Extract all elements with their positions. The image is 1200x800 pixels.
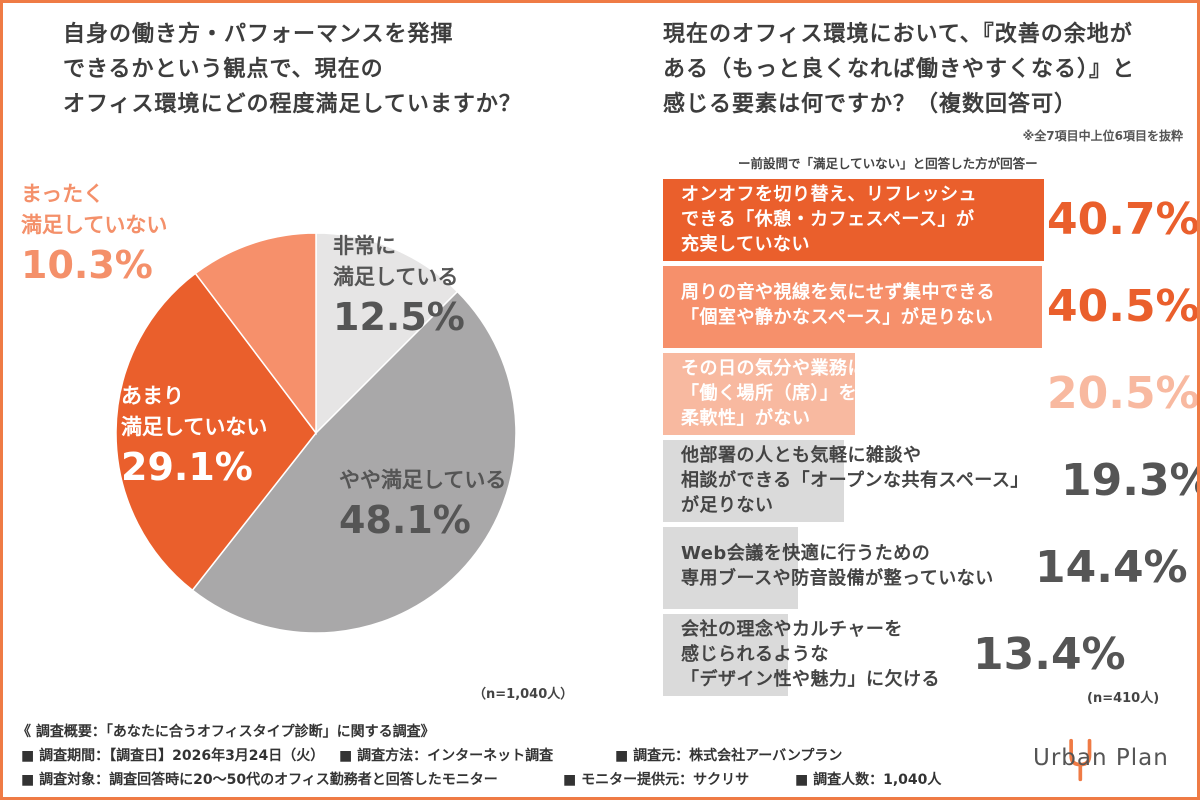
bar-value-label: 40.5% xyxy=(1047,281,1200,332)
pie-label-text: 非常に xyxy=(333,234,396,258)
bar xyxy=(663,614,789,696)
bar-label: オンオフを切り替え、リフレッシュ できる「休憩・カフェスペース」が 充実していない xyxy=(681,182,1041,257)
q1-title-line: 自身の働き方・パフォーマンスを発揮 xyxy=(63,22,454,47)
bar xyxy=(663,353,855,435)
bar-label-line: 会社の理念やカルチャーを xyxy=(681,619,903,640)
pie-label-text: 満足していない xyxy=(21,213,168,237)
bar-label: 他部署の人とも気軽に雑談や相談ができる「オープンな共有スペース」 が足りない xyxy=(681,443,1041,518)
bar-label-line: その日の気分や業務に合わせて xyxy=(681,358,940,379)
bar-label: 会社の理念やカルチャーを 感じられるような「デザイン性や魅力」に欠ける xyxy=(681,617,1041,692)
q2-title-line: ある（もっと良くなれば働きやすくなる）』と xyxy=(663,57,1136,82)
bar xyxy=(663,179,1044,261)
survey-count: ■ 調査人数：1,040人 xyxy=(795,772,942,788)
bar xyxy=(663,527,798,609)
pie-slice-3 xyxy=(194,232,317,436)
bar-label-line: 専用ブースや防音設備が整っていない xyxy=(681,568,994,589)
q1-title: 自身の働き方・パフォーマンスを発揮 できるかという観点で、現在の オフィス環境に… xyxy=(63,17,583,122)
pie-label-somewhat-satisfied: やや満足している 48.1% xyxy=(339,465,506,544)
bar-row: 周りの音や視線を気にせず集中できる 「個室や静かなスペース」が足りない 40.5% xyxy=(663,266,1197,348)
survey-monitor-provider: ■ モニター提供元：サクリサ xyxy=(563,772,750,788)
pie-label-not-satisfied-at-all: まったく 満足していない 10.3% xyxy=(21,179,167,289)
survey-overview-title: 《 調査概要：「あなたに合うオフィスタイプ診断」に関する調査》 xyxy=(17,724,435,740)
urban-plan-logo-icon xyxy=(1069,738,1092,782)
bar xyxy=(663,440,844,522)
bar-label-line: 他部署の人とも気軽に雑談や xyxy=(681,445,922,466)
bar-chart-subnote: ー前設問で「満足していない」と回答した方が回答ー xyxy=(738,156,1038,171)
pie-label-text: やや満足している xyxy=(339,468,507,492)
survey-target: ■ 調査対象：調査回答時に20〜50代のオフィス勤務者と回答したモニター xyxy=(21,772,498,788)
bar-value-label: 20.5% xyxy=(1047,368,1200,419)
pie-label-value: 48.1% xyxy=(339,498,471,542)
q2-title-line: 感じる要素は何ですか？（複数回答可） xyxy=(663,92,1078,117)
bar-value-label: 14.4% xyxy=(1035,542,1188,593)
bar-row: Web会議を快適に行うための 専用ブースや防音設備が整っていない 14.4% xyxy=(663,527,1188,609)
pie-label-not-very-satisfied: あまり 満足していない 29.1% xyxy=(121,381,267,491)
logo-text: Urban Plan xyxy=(1033,745,1169,771)
bar-label-line: 柔軟性」がない xyxy=(681,408,811,429)
bar-value-label: 40.7% xyxy=(1047,194,1200,245)
survey-method: ■ 調査方法：インターネット調査 xyxy=(339,748,554,764)
bar-label-line: が足りない xyxy=(681,495,774,516)
bar-label-line: 「働く場所（席）」を自由に選べる xyxy=(681,383,968,404)
pie-label-text: 満足している xyxy=(333,265,459,289)
bar-value-label: 13.4% xyxy=(973,629,1126,680)
pie-slice-1 xyxy=(191,290,517,634)
pie-chart xyxy=(115,232,517,634)
bar-label-line: できる「休憩・カフェスペース」が xyxy=(681,209,975,230)
bar-label: Web会議を快適に行うための専用ブースや防音設備が整っていない xyxy=(681,541,1041,591)
bar-row: オンオフを切り替え、リフレッシュ できる「休憩・カフェスペース」が 充実していない 4… xyxy=(663,179,1197,261)
pie-label-text: まったく xyxy=(21,182,105,206)
pie-label-text: 満足していない xyxy=(121,415,268,439)
bar-label-line: 「個室や静かなスペース」が足りない xyxy=(681,307,994,328)
q2-title: 現在のオフィス環境において、『改善の余地が ある（もっと良くなれば働きやすくなる… xyxy=(663,17,1183,122)
bar-row: 会社の理念やカルチャーを 感じられるような 「デザイン性や魅力」に欠ける 13.4% xyxy=(663,614,1183,696)
bar-row: その日の気分や業務に合わせて 「働く場所（席）」を自由に選べる 柔軟性」がない 20.… xyxy=(663,353,1197,435)
pie-slice-0 xyxy=(315,232,459,435)
pie-label-very-satisfied: 非常に 満足している 12.5% xyxy=(333,231,465,341)
bar-label-line: 相談ができる「オープンな共有スペース」 xyxy=(681,470,1029,491)
pie-sample-size: （n=1,040人） xyxy=(473,687,574,702)
q1-title-line: オフィス環境にどの程度満足していますか？ xyxy=(63,92,522,117)
bar-label-line: 充実していない xyxy=(681,234,810,255)
bar-label: その日の気分や業務に合わせて「働く場所（席）」を自由に選べる 柔軟性」がない xyxy=(681,356,1041,431)
pie-label-value: 12.5% xyxy=(333,295,465,339)
bar-row: 他部署の人とも気軽に雑談や相談ができる「オープンな共有スペース」 が足りない 19.… xyxy=(663,440,1197,522)
q1-title-line: できるかという観点で、現在の xyxy=(63,57,384,82)
bar-chart-note: ※全7項目中上位6項目を抜粋 xyxy=(1022,129,1183,143)
bar-label-line: 感じられるような xyxy=(681,644,829,665)
bar-value-label: 19.3% xyxy=(1061,455,1200,506)
q2-title-line: 現在のオフィス環境において、『改善の余地が xyxy=(663,22,1133,47)
survey-source: ■ 調査元：株式会社アーバンプラン xyxy=(615,748,843,764)
survey-period: ■ 調査期間：【調査日】2026年3月24日（火） xyxy=(21,748,325,764)
bar-label-line: 「デザイン性や魅力」に欠ける xyxy=(681,669,940,690)
pie-slice-2 xyxy=(115,272,317,592)
pie-label-value: 29.1% xyxy=(121,445,253,489)
pie-label-value: 10.3% xyxy=(21,243,153,287)
bar-label-line: オンオフを切り替え、リフレッシュ xyxy=(681,184,977,205)
bar-sample-size: (n=410人) xyxy=(1087,691,1160,706)
bar-label: 周りの音や視線を気にせず集中できる 「個室や静かなスペース」が足りない xyxy=(681,280,1041,330)
bar-label-line: Web会議を快適に行うための xyxy=(681,543,931,564)
bar-label-line: 周りの音や視線を気にせず集中できる xyxy=(681,282,996,303)
bar xyxy=(663,266,1043,348)
pie-label-text: あまり xyxy=(121,384,184,408)
